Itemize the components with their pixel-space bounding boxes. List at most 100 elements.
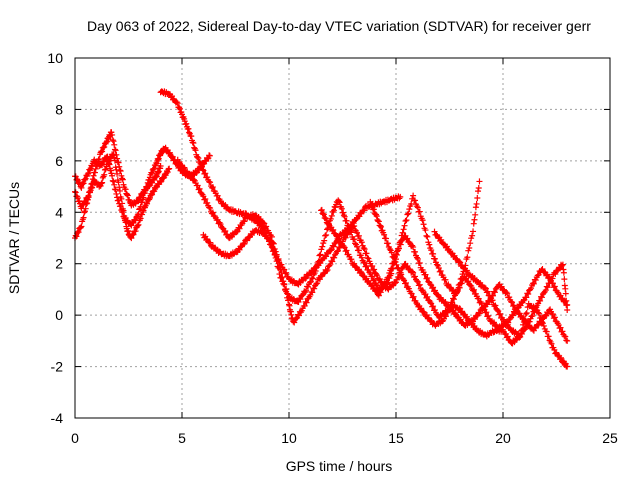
data-point [498, 283, 505, 290]
data-point [413, 203, 420, 210]
data-point [111, 181, 118, 188]
data-point [523, 309, 530, 316]
data-point [453, 288, 460, 295]
data-point [409, 268, 416, 275]
data-point [111, 157, 118, 164]
y-tick-label: 10 [47, 50, 63, 66]
data-point [302, 298, 309, 305]
data-point [424, 293, 431, 300]
data-point [363, 262, 370, 269]
data-point [383, 235, 390, 242]
data-point [475, 185, 482, 191]
data-point [89, 184, 96, 191]
data-point [118, 172, 125, 179]
data-point [405, 285, 412, 292]
data-point [373, 213, 380, 220]
data-point [410, 269, 417, 276]
data-point [368, 201, 375, 208]
data-point [209, 209, 216, 216]
data-point [418, 305, 425, 312]
data-point [475, 188, 482, 195]
data-point [427, 299, 434, 306]
data-point [324, 267, 331, 274]
data-point [428, 247, 435, 254]
data-point [351, 236, 358, 243]
data-point [402, 280, 409, 287]
data-point [382, 280, 389, 287]
data-point [90, 172, 97, 179]
data-point [476, 310, 483, 317]
data-point [282, 270, 289, 277]
data-point [415, 282, 422, 289]
data-point [434, 291, 441, 298]
data-point [475, 295, 482, 302]
data-point [340, 209, 347, 216]
data-point [198, 163, 205, 170]
data-point [519, 321, 526, 328]
data-point [484, 288, 491, 295]
data-point [375, 218, 382, 225]
data-point [81, 209, 88, 216]
data-point [84, 194, 91, 201]
data-point [537, 297, 544, 304]
y-tick-label: 4 [55, 204, 63, 220]
data-point [78, 205, 85, 212]
data-point [454, 286, 461, 293]
data-point [482, 285, 489, 292]
data-point [354, 229, 361, 236]
data-point [166, 149, 173, 156]
data-point [340, 243, 347, 250]
data-point [470, 286, 477, 293]
data-point [348, 256, 355, 263]
data-point [111, 154, 118, 161]
data-point [114, 170, 121, 177]
data-point [321, 237, 328, 244]
data-point [371, 266, 378, 273]
data-point [430, 303, 437, 310]
data-point [451, 252, 458, 259]
data-point [268, 233, 275, 240]
data-point [122, 186, 129, 193]
data-point [119, 175, 126, 182]
data-point [392, 280, 399, 287]
data-point [523, 323, 530, 330]
data-point [431, 306, 438, 313]
data-point [465, 247, 472, 254]
data-point [268, 238, 275, 245]
x-tick-label: 0 [71, 430, 79, 446]
series-s9 [367, 198, 571, 370]
data-point [119, 200, 126, 207]
data-point [202, 196, 209, 203]
data-point [457, 316, 464, 323]
data-point [518, 328, 525, 335]
data-point [373, 281, 380, 288]
data-point [324, 226, 331, 233]
data-point [412, 273, 419, 280]
data-point [564, 337, 571, 344]
data-point [451, 296, 458, 303]
data-point [278, 275, 285, 282]
data-point [492, 302, 499, 309]
data-point [420, 221, 427, 228]
data-point [364, 254, 371, 261]
data-point [526, 318, 533, 325]
data-point [345, 222, 352, 229]
data-point [504, 321, 511, 328]
data-point [393, 261, 400, 268]
data-point [74, 194, 81, 201]
data-point [75, 229, 82, 236]
data-point [549, 275, 556, 282]
data-point [472, 204, 479, 211]
data-point [442, 276, 449, 283]
data-point [397, 241, 404, 248]
data-point [149, 170, 156, 177]
data-point [422, 227, 429, 234]
data-point [560, 269, 567, 276]
data-point [427, 281, 434, 288]
data-point [534, 272, 541, 279]
data-point [181, 164, 188, 171]
data-point [207, 239, 214, 246]
y-tick-label: 8 [55, 101, 63, 117]
data-point [355, 232, 362, 239]
data-point [144, 200, 151, 207]
